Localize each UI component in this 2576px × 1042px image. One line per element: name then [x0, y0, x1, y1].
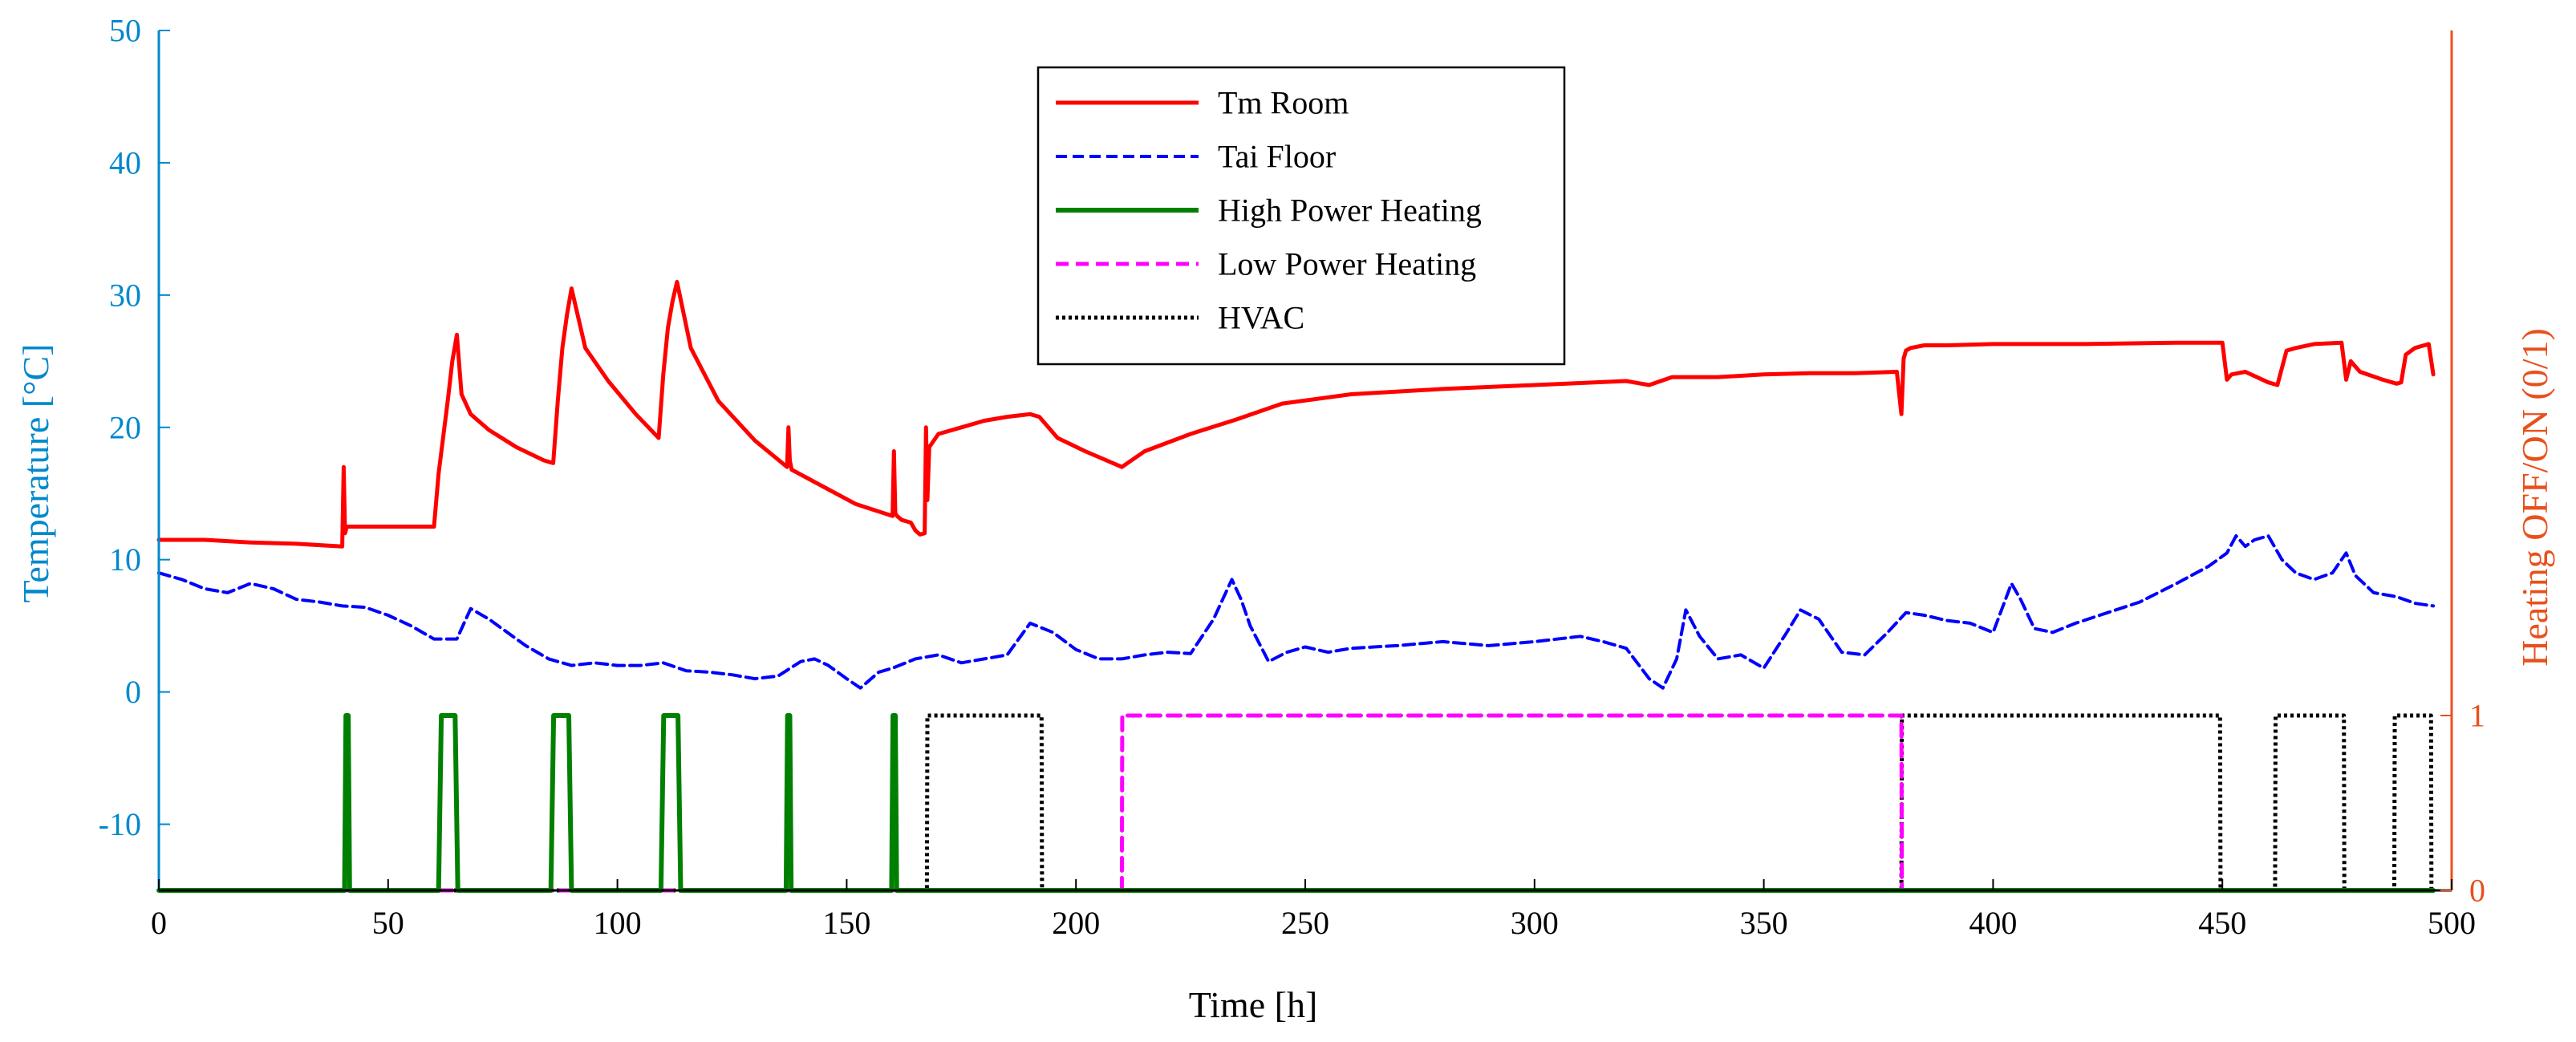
y-left-tick-label: 10 — [109, 541, 141, 578]
x-tick-label: 450 — [2198, 905, 2246, 941]
x-axis-title: Time [h] — [1189, 984, 1318, 1025]
axes-layer: 0 50 100 150 200 250 300 350 400 450 500-100102030… — [99, 13, 2485, 942]
legend-label: Tai Floor — [1218, 139, 1336, 175]
y-left-tick-label: -10 — [99, 806, 141, 842]
x-tick-label: 500 — [2428, 905, 2476, 941]
x-tick-label: 200 — [1052, 905, 1100, 941]
legend-label: Tm Room — [1218, 85, 1349, 121]
legend-label: High Power Heating — [1218, 193, 1482, 229]
x-tick-label: 350 — [1740, 905, 1788, 941]
legend: Tm Room Tai Floor High Power Heating Low Po… — [1036, 66, 1566, 366]
y-left-tick-label: 0 — [125, 674, 141, 710]
x-tick-label: 100 — [594, 905, 642, 941]
y-right-axis-title: Heating OFF/ON (0/1) — [2514, 328, 2555, 667]
x-tick-label: 250 — [1281, 905, 1329, 941]
y-left-tick-label: 50 — [109, 13, 141, 49]
x-tick-label: 50 — [372, 905, 404, 941]
x-tick-label: 400 — [1969, 905, 2017, 941]
x-tick-label: 150 — [822, 905, 870, 941]
legend-label: HVAC — [1218, 300, 1304, 336]
y-left-tick-label: 20 — [109, 409, 141, 445]
legend-label: Low Power Heating — [1218, 246, 1476, 282]
y-right-tick-label: 0 — [2469, 873, 2485, 909]
series-line-tm-room — [156, 279, 2436, 549]
y-left-tick-label: 30 — [109, 277, 141, 313]
series-line-tai-floor — [157, 534, 2436, 690]
y-right-tick-label: 1 — [2469, 698, 2485, 734]
y-left-axis-title: Temperature [°C] — [15, 344, 56, 603]
legend-box — [1036, 66, 1566, 366]
y-left-tick-label: 40 — [109, 144, 141, 180]
x-tick-label: 0 — [151, 905, 167, 941]
x-tick-label: 300 — [1511, 905, 1559, 941]
